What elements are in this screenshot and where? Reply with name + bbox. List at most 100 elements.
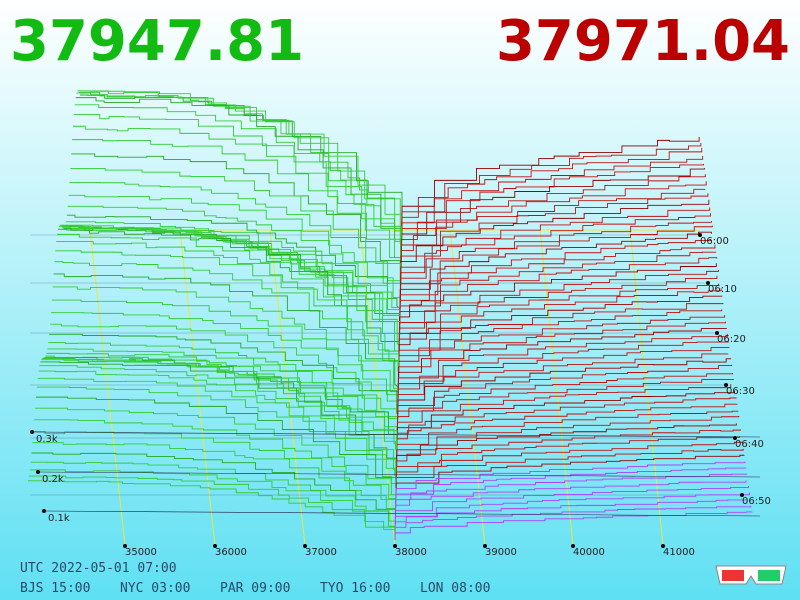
ask-depth-line xyxy=(396,390,736,441)
bid-depth-line xyxy=(53,273,399,388)
ask-depth-line xyxy=(395,480,747,514)
ask-depth-line xyxy=(395,448,744,488)
bid-depth-line xyxy=(71,153,402,283)
bid-depth-line xyxy=(65,221,401,315)
time-tick xyxy=(698,233,702,237)
bid-depth-line xyxy=(41,359,398,462)
bid-depth-line xyxy=(49,333,399,415)
bid-depth-line xyxy=(37,377,397,483)
ask-depth-line xyxy=(395,436,740,477)
bid-depth-line xyxy=(57,233,400,367)
bid-depth-line xyxy=(70,168,402,288)
bid-depth-line xyxy=(75,97,402,257)
bid-depth-line xyxy=(42,358,398,456)
ask-depth-line xyxy=(396,429,741,472)
price-label: 39000 xyxy=(485,547,517,558)
price-label: 36000 xyxy=(215,547,247,558)
bid-depth-line xyxy=(45,355,398,435)
bid-depth-line xyxy=(38,370,397,478)
time-tick xyxy=(706,281,710,285)
bid-depth-line xyxy=(60,225,400,346)
ask-depth-line xyxy=(399,257,718,330)
ask-depth-line xyxy=(401,142,702,236)
axis-labels: 35000 36000 37000 38000 39000 40000 41000 06:00… xyxy=(30,233,771,558)
volume-label: 0.3k xyxy=(36,434,58,445)
price-tick xyxy=(393,544,397,548)
volume-grid-line xyxy=(37,471,761,478)
bid-depth-line xyxy=(69,182,402,294)
bid-depth-line xyxy=(72,139,402,278)
bid-depth-line xyxy=(46,352,398,430)
bid-price: 37947.81 xyxy=(10,9,304,74)
bid-depth-line xyxy=(28,480,396,540)
depth-curves xyxy=(28,90,753,540)
bid-depth-line xyxy=(72,125,402,273)
bid-depth-line xyxy=(68,194,401,299)
bid-depth-line xyxy=(50,312,399,404)
bid-depth-line xyxy=(35,407,397,498)
ask-depth-line xyxy=(394,499,748,530)
ask-depth-line xyxy=(400,174,706,262)
ask-depth-line xyxy=(400,207,711,288)
bid-depth-line xyxy=(66,214,401,310)
time-label: 06:00 xyxy=(700,236,729,247)
bid-depth-line xyxy=(31,452,396,519)
price-tick xyxy=(661,544,665,548)
ask-depth-line xyxy=(395,486,749,519)
bid-depth-line xyxy=(55,250,400,378)
ask-depth-line xyxy=(399,225,713,304)
ask-depth-line xyxy=(395,454,745,493)
bid-depth-line xyxy=(30,461,396,525)
ask-depth-line xyxy=(398,288,722,357)
price-label: 35000 xyxy=(125,547,157,558)
ask-depth-line xyxy=(399,231,712,309)
volume-grid-line xyxy=(31,431,761,438)
ask-depth-line xyxy=(397,328,727,388)
glasses-icon xyxy=(715,565,787,585)
zone-time: TYO 16:00 xyxy=(320,581,390,596)
zone-time: NYC 03:00 xyxy=(120,581,190,596)
bid-depth-line xyxy=(51,299,399,399)
bid-depth-line xyxy=(67,205,401,304)
ask-depth-line xyxy=(396,416,740,462)
bid-depth-line xyxy=(77,90,403,247)
price-tick xyxy=(123,544,127,548)
time-tick xyxy=(715,331,719,335)
ask-depth-line xyxy=(399,238,712,315)
ask-depth-line xyxy=(397,346,730,404)
ask-depth-line xyxy=(400,213,712,294)
bid-depth-line xyxy=(34,419,397,504)
bid-depth-line xyxy=(36,386,397,488)
ask-depth-line xyxy=(395,441,743,483)
price-tick xyxy=(213,544,217,548)
price-grid-line xyxy=(89,229,126,546)
ask-depth-line xyxy=(401,147,703,241)
bid-depth-line xyxy=(39,365,397,473)
volume-label: 0.2k xyxy=(42,474,64,485)
ask-depth-line xyxy=(397,353,729,409)
ask-depth-line xyxy=(398,315,726,378)
ask-depth-line xyxy=(394,505,752,535)
bid-depth-line xyxy=(28,475,396,535)
ask-depth-line xyxy=(400,221,712,299)
ask-depth-line xyxy=(395,473,748,509)
ask-depth-line xyxy=(396,410,739,456)
utc-time: UTC 2022-05-01 07:00 xyxy=(20,561,177,576)
bid-depth-line xyxy=(35,396,397,493)
bid-depth-line xyxy=(54,261,400,383)
time-label: 06:10 xyxy=(708,284,737,295)
ask-depth-line xyxy=(397,358,732,414)
floor-grid xyxy=(30,229,742,546)
time-label: 06:20 xyxy=(717,334,746,345)
ask-depth-line xyxy=(397,333,728,393)
price-tick xyxy=(571,544,575,548)
time-label: 06:50 xyxy=(742,496,771,507)
price-tick xyxy=(483,544,487,548)
bid-depth-line xyxy=(40,361,398,467)
ask-depth-line xyxy=(401,163,704,252)
bid-depth-line xyxy=(58,225,400,357)
ask-depth-line xyxy=(398,321,727,383)
price-grid-line xyxy=(179,229,216,546)
bid-depth-line xyxy=(47,348,399,425)
